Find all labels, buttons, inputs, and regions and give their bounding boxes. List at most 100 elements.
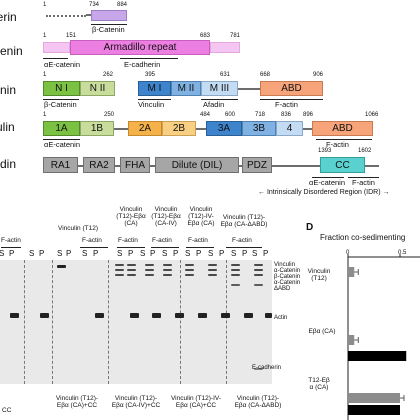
domain-label: M I xyxy=(147,83,162,94)
gel-band-vinculin xyxy=(208,264,217,266)
binding-site-underline xyxy=(201,99,238,100)
gel-band-vinculin xyxy=(145,264,154,266)
gel-band-actin xyxy=(198,313,207,318)
gel-band-vinculin xyxy=(208,274,217,276)
bar xyxy=(348,405,400,415)
domain-label: N II xyxy=(89,83,106,94)
band-label-vinculin: Vinculin xyxy=(274,262,295,268)
bar xyxy=(348,351,407,361)
residue-number: 1 xyxy=(43,72,47,78)
binding-site-underline xyxy=(312,177,344,178)
domain-label: Dilute (DIL) xyxy=(171,159,223,171)
residue-number: 734 xyxy=(89,2,100,8)
binding-partner-label: E-cadherin xyxy=(124,60,161,69)
lane-sub-header: F-actin xyxy=(232,237,252,244)
category-label: T12-Eβ α (CA) xyxy=(308,377,330,392)
bottom-label: Vinculin (T12)- Eβα (CA)+CC xyxy=(55,395,99,410)
binding-partner-label: αE-catenin xyxy=(44,60,81,69)
x-tick-label: 0 xyxy=(346,250,350,256)
lane-separator xyxy=(52,260,53,384)
gel-band-vinculin xyxy=(231,269,240,271)
header-underline xyxy=(151,247,179,248)
domain-label: RA2 xyxy=(89,159,109,171)
domain-label: CC xyxy=(335,159,350,171)
domain-label: 1A xyxy=(55,123,68,134)
domain-label: FHA xyxy=(125,159,145,171)
domain-m-ii: M II xyxy=(171,81,201,96)
gel-image xyxy=(0,260,272,384)
domain-ra1: RA1 xyxy=(43,157,78,173)
domain-label: Armadillo repeat xyxy=(103,42,177,53)
header-underline xyxy=(226,247,262,248)
backbone xyxy=(238,88,260,90)
header-underline xyxy=(80,247,108,248)
gel-band-vinculin xyxy=(115,274,124,276)
band-label-delta-abd: ΔABD xyxy=(274,286,291,292)
domain-label: PDZ xyxy=(247,159,267,171)
panel-c-gel-figure: F-actin Vinculin (T12) F-actin Vinculin … xyxy=(0,205,300,420)
bottom-label: Vinculin (T12)-IV- Eβα (CA)+CC xyxy=(170,395,222,410)
beta-catenin-binding-domain xyxy=(91,10,127,21)
gel-band-actin xyxy=(221,313,230,318)
gel-band-vinculin xyxy=(127,264,136,266)
gel-band-vinculin xyxy=(145,274,154,276)
idr-label: ← Intrinsically Disordered Region (IDR) … xyxy=(258,189,390,196)
binding-site-underline xyxy=(43,58,68,59)
gel-band-vinculin xyxy=(231,264,240,266)
domain-label: 3B xyxy=(252,123,266,134)
domain-label: 2A xyxy=(138,123,152,134)
bottom-label: CC xyxy=(2,407,12,414)
lane-header: Vinculin (T12)-Eβα (CA-IV) xyxy=(151,206,181,227)
binding-site-underline xyxy=(43,139,80,140)
armadillo-repeat-domain: Armadillo repeat xyxy=(70,40,210,55)
lane-label: S xyxy=(208,249,214,258)
protein-name: herin xyxy=(0,10,17,24)
binding-partner-label: F-actin xyxy=(275,100,298,109)
binding-partner-label: αE-catenin xyxy=(44,140,81,149)
residue-number: 718 xyxy=(255,112,266,118)
lane-label: S xyxy=(140,249,146,258)
domain-abd: ABD xyxy=(312,121,373,136)
domain-dilute: Dilute (DIL) xyxy=(155,157,239,173)
lane-header: Vinculin (T12)-IV- Eβα (CA) xyxy=(187,206,215,227)
gel-band-vinculin xyxy=(163,274,172,276)
binding-site-underline xyxy=(316,139,372,140)
domain-abd: ABD xyxy=(260,81,323,96)
binding-partner-label: Vinculin xyxy=(138,100,165,109)
residue-number: 896 xyxy=(303,112,314,118)
gel-band-vinculin xyxy=(163,269,172,271)
gel-band-vinculin xyxy=(163,264,172,266)
bottom-label: Vinculin (T12)- Eβα (CA-IV)+CC xyxy=(111,395,161,410)
gel-band-vinculin xyxy=(127,269,136,271)
domain-4: 4 xyxy=(276,121,303,136)
residue-number: 600 xyxy=(225,112,236,118)
gel-band-actin xyxy=(152,313,161,318)
dotted-backbone xyxy=(46,15,86,17)
header-underline xyxy=(1,247,21,248)
bottom-label: Vinculin (T12)- Eβα (CA-ΔABD) xyxy=(234,395,282,410)
domain-label: ABD xyxy=(332,123,353,134)
domain-ra2: RA2 xyxy=(83,157,115,173)
lane-label: P xyxy=(39,249,45,258)
lane-label: P xyxy=(196,249,202,258)
domain-label: 4 xyxy=(286,123,293,134)
residue-number: 151 xyxy=(66,33,77,39)
domain-2a: 2A xyxy=(128,121,162,136)
binding-partner-label: F-actin xyxy=(326,140,349,149)
residue-number: 906 xyxy=(313,72,324,78)
row-afadin: fadin 1393 1602 RA1 RA2 FHA Dilute (DIL)… xyxy=(0,143,420,201)
residue-number: 781 xyxy=(230,33,241,39)
domain-label: M II xyxy=(177,83,195,94)
gel-band-vinculin xyxy=(208,269,217,271)
protein-name: culin xyxy=(0,120,15,134)
gel-band-vinculin xyxy=(115,264,124,266)
lane-sub-header: F-actin xyxy=(152,237,172,244)
gel-band-abd xyxy=(254,284,263,286)
row-e-cadherin: herin 1 734 884 β-Catenin xyxy=(0,0,420,38)
domain-n-ii: N II xyxy=(80,81,115,96)
domain-cc: CC xyxy=(320,157,365,173)
row-alpha-catenin: tenin 1 262 395 631 668 906 N I N II M I… xyxy=(0,70,420,110)
lane-label: P xyxy=(173,249,179,258)
gel-band-actin xyxy=(40,313,49,318)
residue-number: 250 xyxy=(104,112,115,118)
